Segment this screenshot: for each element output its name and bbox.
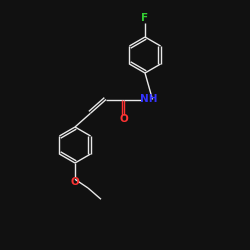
Text: NH: NH <box>140 94 158 104</box>
Text: F: F <box>142 13 148 23</box>
Text: O: O <box>120 114 128 124</box>
Text: O: O <box>71 177 80 187</box>
